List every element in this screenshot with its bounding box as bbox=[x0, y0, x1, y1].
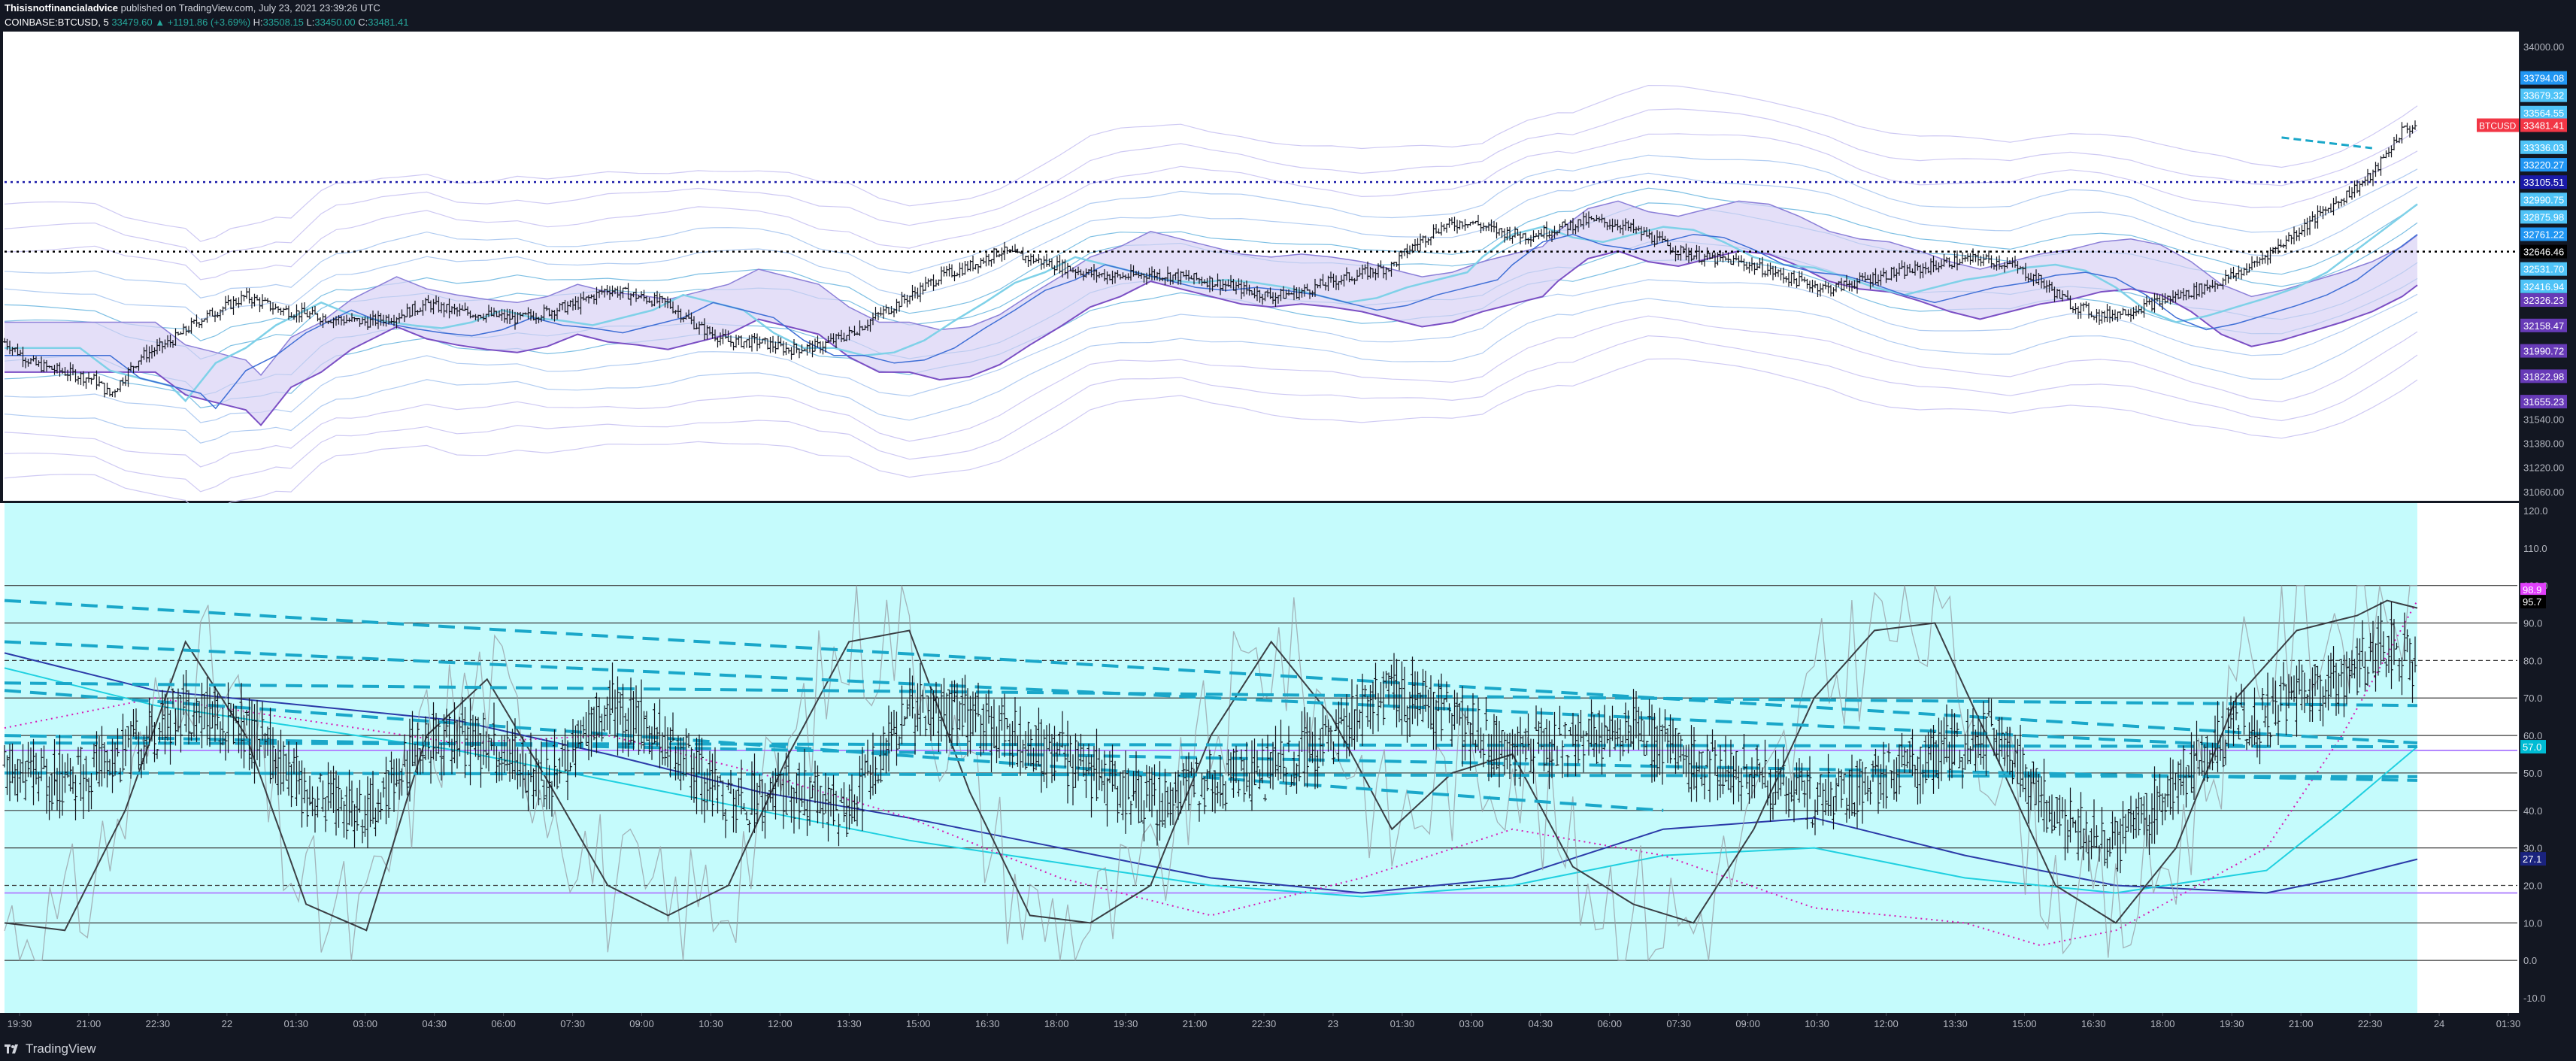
dashed-trendline[interactable] bbox=[4, 771, 2418, 778]
indicator-pane[interactable] bbox=[0, 503, 2576, 1013]
ohlc-legend: COINBASE:BTCUSD, 5 33479.60 ▲ +1191.86 (… bbox=[5, 17, 408, 28]
close-label: C: bbox=[358, 17, 368, 28]
dashed-trendline[interactable] bbox=[4, 741, 2418, 749]
low-label: L: bbox=[306, 17, 315, 28]
envelope-band-line bbox=[4, 154, 2418, 299]
close-value: 33481.41 bbox=[368, 17, 409, 28]
chart-header: Thisisnotfinancialadvice published on Tr… bbox=[0, 0, 2576, 32]
envelope-band-line bbox=[4, 358, 2418, 515]
high-label: H: bbox=[253, 17, 263, 28]
dashed-trendline[interactable] bbox=[4, 734, 2418, 782]
signal-average-line bbox=[4, 667, 2418, 898]
dashed-trendline[interactable] bbox=[4, 689, 1664, 812]
envelope-band-line bbox=[4, 279, 2418, 423]
high-value: 33508.15 bbox=[262, 17, 304, 28]
fast-ma-line bbox=[5, 203, 2418, 402]
price-pane[interactable] bbox=[0, 32, 2576, 1015]
publish-info: Thisisnotfinancialadvice published on Tr… bbox=[5, 2, 380, 14]
envelope-band-line bbox=[4, 108, 2418, 262]
envelope-band-line bbox=[4, 298, 2418, 444]
envelope-band-line bbox=[4, 84, 2418, 242]
fast-stochastic-line bbox=[4, 585, 2417, 962]
dashed-trendline[interactable] bbox=[4, 681, 2418, 708]
envelope-band-line bbox=[4, 335, 2418, 493]
slow-ma-line bbox=[5, 250, 2418, 426]
mid-ma-line bbox=[5, 233, 2418, 410]
author-name[interactable]: Thisisnotfinancialadvice bbox=[5, 2, 118, 14]
published-text: published on TradingView.com, July 23, 2… bbox=[120, 2, 380, 14]
chart-canvas[interactable]: 34000.0031540.0031380.0031220.0031060.00… bbox=[0, 32, 2576, 1038]
envelope-band-line bbox=[4, 133, 2418, 280]
envelope-band-line bbox=[4, 315, 2418, 468]
ma-ribbon-fill bbox=[5, 201, 2417, 426]
slow-average-line bbox=[4, 652, 2418, 894]
low-value: 33450.00 bbox=[314, 17, 356, 28]
pane-separator bbox=[0, 501, 2576, 503]
open-value: 33479.60 bbox=[111, 17, 153, 28]
stochastic-line bbox=[4, 599, 2418, 932]
change-value: +1191.86 (+3.69%) bbox=[167, 17, 251, 28]
change-arrow-icon: ▲ bbox=[155, 17, 165, 28]
price-trendline[interactable] bbox=[2281, 136, 2373, 150]
symbol-label[interactable]: COINBASE:BTCUSD, 5 bbox=[5, 17, 109, 28]
dashed-trendline[interactable] bbox=[4, 599, 2418, 745]
envelope-band-line bbox=[4, 172, 2418, 320]
